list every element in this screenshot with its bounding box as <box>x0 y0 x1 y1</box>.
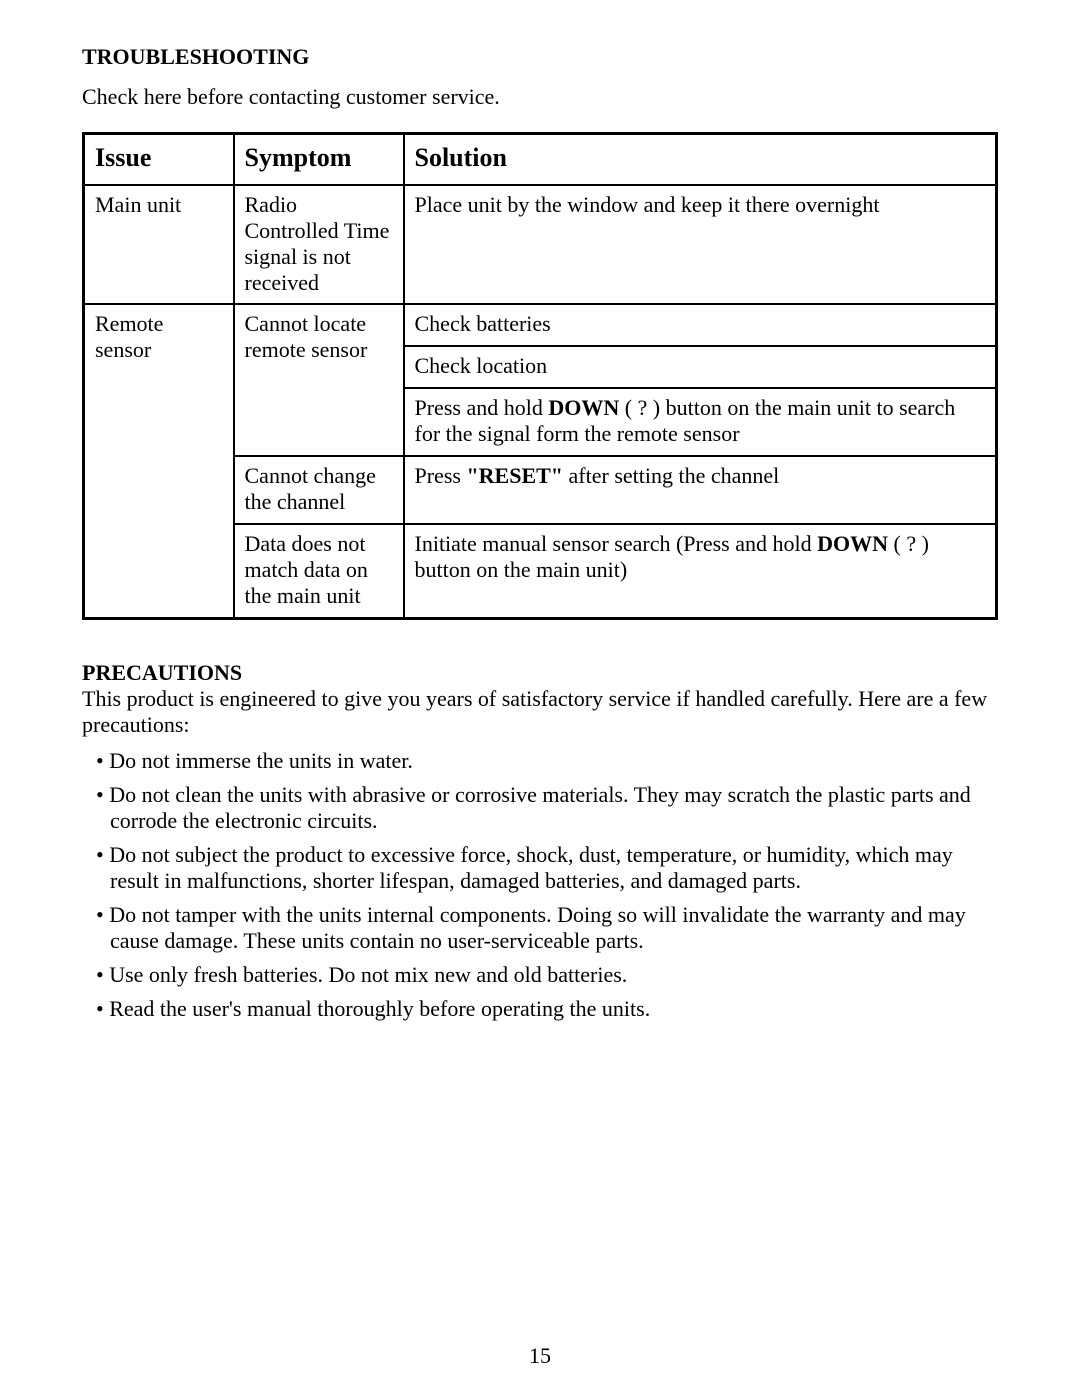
cell-solution: Check batteries <box>404 304 997 346</box>
cell-symptom: Data does not match data on the main uni… <box>234 524 404 618</box>
col-symptom: Symptom <box>234 134 404 185</box>
table-header-row: Issue Symptom Solution <box>84 134 997 185</box>
list-item: Do not clean the units with abrasive or … <box>82 782 998 834</box>
precautions-heading: PRECAUTIONS <box>82 660 998 686</box>
col-issue: Issue <box>84 134 234 185</box>
cell-symptom: Cannot change the channel <box>234 456 404 524</box>
list-item: Do not tamper with the units internal co… <box>82 902 998 954</box>
cell-symptom: Cannot locate remote sensor <box>234 304 404 456</box>
cell-solution: Check location <box>404 346 997 388</box>
cell-solution: Press "RESET" after setting the channel <box>404 456 997 524</box>
cell-solution: Initiate manual sensor search (Press and… <box>404 524 997 618</box>
precautions-intro: This product is engineered to give you y… <box>82 686 998 738</box>
page-number: 15 <box>0 1343 1080 1369</box>
cell-issue: Main unit <box>84 185 234 305</box>
troubleshooting-intro: Check here before contacting customer se… <box>82 84 998 110</box>
cell-solution: Press and hold DOWN ( ? ) button on the … <box>404 388 997 456</box>
cell-solution: Place unit by the window and keep it the… <box>404 185 997 305</box>
troubleshooting-table: Issue Symptom Solution Main unit Radio C… <box>82 132 998 620</box>
precautions-list: Do not immerse the units in water. Do no… <box>82 748 998 1022</box>
cell-issue: Remote sensor <box>84 304 234 618</box>
table-row: Main unit Radio Controlled Time signal i… <box>84 185 997 305</box>
list-item: Do not subject the product to excessive … <box>82 842 998 894</box>
table-row: Remote sensor Cannot locate remote senso… <box>84 304 997 346</box>
troubleshooting-heading: TROUBLESHOOTING <box>82 44 998 70</box>
cell-symptom: Radio Controlled Time signal is not rece… <box>234 185 404 305</box>
list-item: Do not immerse the units in water. <box>82 748 998 774</box>
manual-page: TROUBLESHOOTING Check here before contac… <box>0 0 1080 1397</box>
col-solution: Solution <box>404 134 997 185</box>
list-item: Read the user's manual thoroughly before… <box>82 996 998 1022</box>
list-item: Use only fresh batteries. Do not mix new… <box>82 962 998 988</box>
